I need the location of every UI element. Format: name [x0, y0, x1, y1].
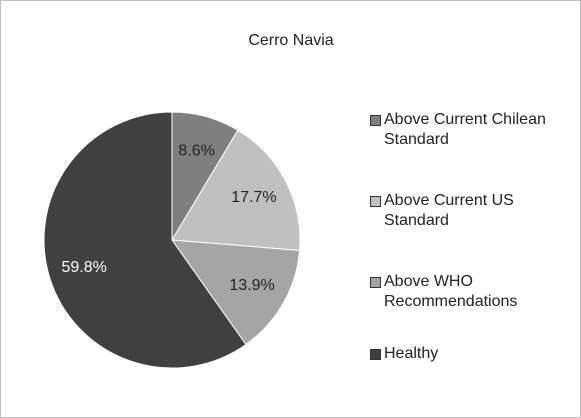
legend-label: Healthy	[384, 345, 439, 362]
legend-item: Healthy	[370, 344, 560, 364]
legend-item: Above WHO Recommendations	[370, 272, 560, 312]
data-label: 8.6%	[178, 142, 214, 159]
legend-swatch	[370, 349, 381, 360]
pie-slice	[43, 111, 247, 369]
legend-item: Above Current US Standard	[370, 191, 560, 231]
legend-swatch	[370, 277, 381, 288]
legend-label: Above Current Chilean Standard	[384, 111, 546, 148]
pie-slice	[170, 239, 301, 346]
pie-slice	[171, 129, 301, 251]
legend-swatch	[370, 196, 381, 207]
legend-item: Above Current Chilean Standard	[370, 110, 560, 150]
legend-swatch	[370, 115, 381, 126]
data-label: 13.9%	[229, 277, 274, 294]
data-label: 17.7%	[231, 189, 276, 206]
legend-label: Above Current US Standard	[384, 192, 514, 229]
chart-title: Cerro Navia	[248, 32, 333, 49]
data-label: 59.8%	[61, 259, 106, 276]
legend-label: Above WHO Recommendations	[384, 273, 518, 310]
